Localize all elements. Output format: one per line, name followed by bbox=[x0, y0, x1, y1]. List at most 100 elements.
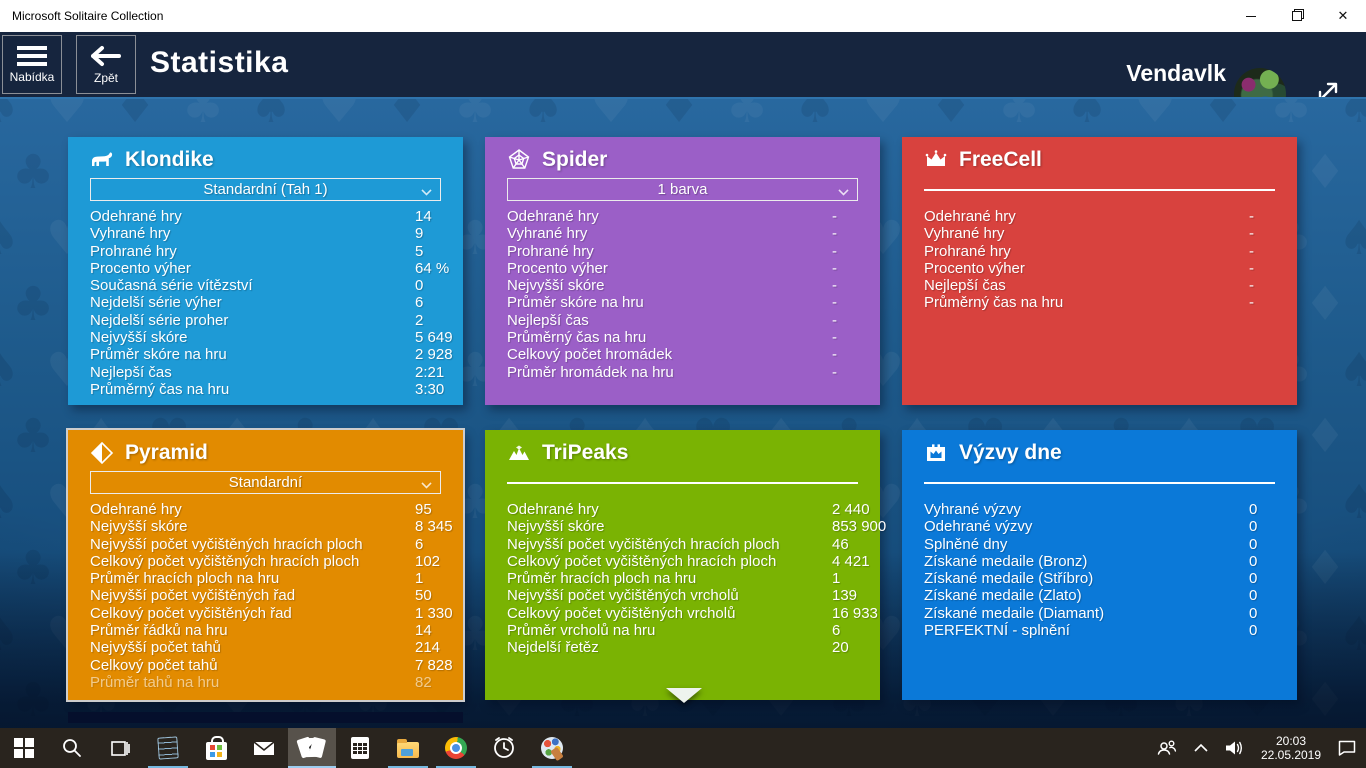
stat-label: Vyhrané hry bbox=[507, 225, 588, 243]
stat-row: Současná série vítězství 0 bbox=[90, 277, 441, 294]
stat-row: Celkový počet tahů 7 828 bbox=[90, 657, 453, 674]
menu-button[interactable]: Nabídka bbox=[2, 35, 62, 94]
taskbar-notepad-button[interactable] bbox=[144, 728, 192, 768]
username[interactable]: Vendavlk bbox=[1126, 60, 1226, 86]
stat-label: Odehrané hry bbox=[90, 501, 182, 518]
stat-row: Nejlepší čas - bbox=[924, 277, 1275, 294]
card-freecell[interactable]: FreeCell Odehrané hry - Vyhrané hry - Pr… bbox=[902, 137, 1297, 405]
stat-label: Nejvyšší počet tahů bbox=[90, 639, 221, 657]
stat-value: 82 bbox=[415, 673, 432, 691]
stat-label: Získané medaile (Zlato) bbox=[924, 587, 1082, 605]
stat-row: Získané medaile (Stříbro) 0 bbox=[924, 570, 1275, 587]
stat-row: Nejvyšší skóre 8 345 bbox=[90, 518, 453, 535]
stat-value: - bbox=[832, 294, 837, 312]
tray-time: 20:03 bbox=[1275, 734, 1307, 748]
microsoft-store-icon bbox=[205, 735, 227, 760]
scroll-down-arrow[interactable] bbox=[666, 688, 702, 703]
restore-icon bbox=[1292, 9, 1304, 21]
stat-label: Odehrané výzvy bbox=[924, 518, 1033, 536]
stat-label: Průměr vrcholů na hru bbox=[507, 622, 656, 640]
stat-row: Nejlepší čas 2:21 bbox=[90, 363, 444, 381]
taskbar-chrome-button[interactable] bbox=[432, 728, 480, 768]
card-title: Klondike bbox=[125, 148, 214, 171]
stat-value: 0 bbox=[1249, 622, 1258, 640]
minimize-button[interactable] bbox=[1228, 0, 1274, 32]
card-tripeaks[interactable]: TriPeaks Odehrané hry 2 440 Nejvyšší skó… bbox=[485, 430, 886, 700]
stat-value: - bbox=[832, 242, 837, 260]
stat-label: Průměr řádků na hru bbox=[90, 622, 228, 640]
stat-label: Procento výher bbox=[507, 259, 608, 277]
people-icon bbox=[1157, 740, 1177, 755]
stat-row: Nejdelší série proher 2 bbox=[90, 312, 441, 329]
pyramid-variant-dropdown[interactable]: Standardní bbox=[90, 471, 441, 494]
stat-row: Nejvyšší počet vyčištěných vrcholů 139 bbox=[507, 587, 858, 604]
task-view-button[interactable] bbox=[96, 728, 144, 768]
file-explorer-icon bbox=[397, 739, 419, 758]
taskbar-search-button[interactable] bbox=[48, 728, 96, 768]
stat-label: Nejdelší série proher bbox=[90, 311, 229, 329]
taskbar-calculator-button[interactable] bbox=[336, 728, 384, 768]
taskbar-paint-button[interactable] bbox=[528, 728, 576, 768]
stat-row: Odehrané hry - bbox=[924, 208, 1275, 225]
stat-value: 2 928 bbox=[415, 346, 453, 364]
stat-label: Nejvyšší počet vyčištěných vrcholů bbox=[507, 587, 739, 605]
spider-variant-dropdown[interactable]: 1 barva bbox=[507, 178, 858, 201]
card-vyzvy-dne[interactable]: Výzvy dne Vyhrané výzvy 0 Odehrané výzvy… bbox=[902, 430, 1297, 700]
stat-label: Celkový počet vyčištěných hracích ploch bbox=[90, 552, 360, 570]
taskbar-mail-button[interactable] bbox=[240, 728, 288, 768]
stat-label: Prohrané hry bbox=[924, 242, 1011, 260]
card-spider[interactable]: Spider 1 barva Odehrané hry - Vyhrané hr… bbox=[485, 137, 880, 405]
stat-label: Celkový počet vyčištěných vrcholů bbox=[507, 604, 736, 622]
action-center-button[interactable] bbox=[1332, 728, 1362, 768]
klondike-variant-dropdown[interactable]: Standardní (Tah 1) bbox=[90, 178, 441, 201]
stat-value: 5 649 bbox=[415, 329, 453, 347]
running-indicator bbox=[388, 766, 428, 768]
tray-overflow-button[interactable] bbox=[1186, 728, 1216, 768]
window-titlebar: Microsoft Solitaire Collection ✕ bbox=[0, 0, 1366, 32]
stat-label: Vyhrané výzvy bbox=[924, 501, 1021, 518]
stat-label: Nejvyšší skóre bbox=[90, 329, 188, 347]
stat-row: Vyhrané výzvy 0 bbox=[924, 501, 1275, 518]
stat-label: Současná série vítězství bbox=[90, 277, 253, 295]
stat-row: Odehrané hry - bbox=[507, 208, 858, 225]
people-button[interactable] bbox=[1152, 728, 1182, 768]
windows-logo-icon bbox=[14, 738, 34, 758]
stat-row: Získané medaile (Diamant) 0 bbox=[924, 605, 1275, 622]
restore-button[interactable] bbox=[1274, 0, 1320, 32]
stat-value: 139 bbox=[832, 587, 858, 605]
start-button[interactable] bbox=[0, 728, 48, 768]
stat-row: Celkový počet vyčištěných hracích ploch … bbox=[90, 553, 441, 570]
volume-button[interactable] bbox=[1220, 728, 1250, 768]
stat-value: 0 bbox=[1249, 501, 1258, 518]
stat-value: 16 933 bbox=[832, 604, 878, 622]
stat-label: Nejlepší čas bbox=[90, 363, 172, 381]
stat-label: Získané medaile (Bronz) bbox=[924, 552, 1088, 570]
taskbar-clock[interactable]: 20:03 22.05.2019 bbox=[1254, 734, 1328, 762]
stat-row: Nejlepší čas - bbox=[507, 312, 858, 329]
close-icon: ✕ bbox=[1337, 8, 1349, 23]
stat-value: 0 bbox=[1249, 518, 1258, 536]
card-title: TriPeaks bbox=[542, 441, 629, 464]
back-button[interactable]: Zpět bbox=[76, 35, 136, 94]
dropdown-value: Standardní bbox=[228, 474, 303, 491]
stat-value: 0 bbox=[415, 277, 424, 295]
stat-value: 2 440 bbox=[832, 501, 870, 518]
system-tray: 20:03 22.05.2019 bbox=[1152, 728, 1366, 768]
taskbar-alarms-button[interactable] bbox=[480, 728, 528, 768]
stat-label: Průměrný čas na hru bbox=[924, 294, 1064, 312]
card-pyramid[interactable]: Pyramid Standardní Odehrané hry 95 Nejvy… bbox=[66, 428, 465, 702]
stat-row: Odehrané hry 2 440 bbox=[507, 501, 870, 518]
taskbar-store-button[interactable] bbox=[192, 728, 240, 768]
close-button[interactable]: ✕ bbox=[1320, 0, 1366, 32]
stat-label: Procento výher bbox=[924, 259, 1025, 277]
card-klondike[interactable]: Klondike Standardní (Tah 1) Odehrané hry… bbox=[68, 137, 463, 405]
stat-value: 2 bbox=[415, 311, 424, 329]
stat-row: Nejvyšší skóre - bbox=[507, 277, 858, 294]
taskbar-solitaire-button[interactable]: ♠ bbox=[288, 728, 336, 768]
stat-row: Průměr skóre na hru - bbox=[507, 294, 858, 311]
notepad-icon bbox=[157, 736, 179, 760]
stat-value: 14 bbox=[415, 622, 432, 640]
taskbar-file-explorer-button[interactable] bbox=[384, 728, 432, 768]
stat-label: Procento výher bbox=[90, 259, 191, 277]
stat-label: Získané medaile (Stříbro) bbox=[924, 570, 1094, 588]
